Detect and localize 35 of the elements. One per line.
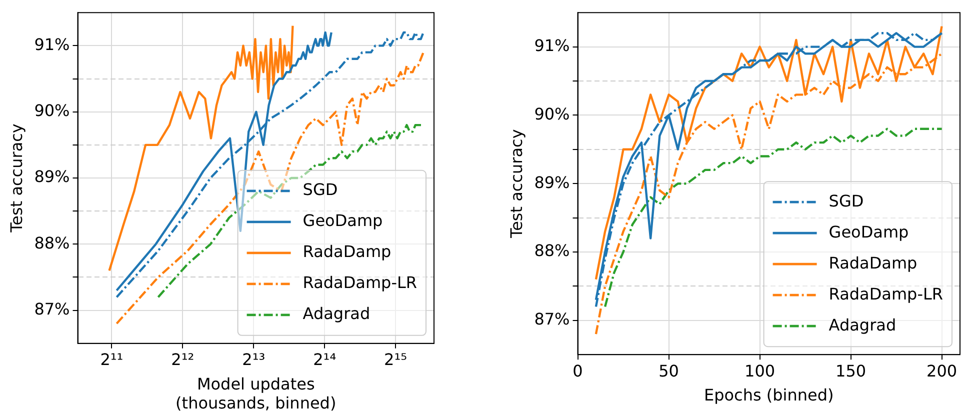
line-series (604, 128, 943, 308)
x-tick-label: 2¹⁴ (313, 350, 336, 370)
x-tick-label: 0 (572, 361, 583, 380)
y-tick-label: 90% (34, 100, 70, 120)
y-tick-label: 91% (534, 36, 570, 55)
x-axis-title: Epochs (binned) (704, 386, 834, 405)
x-tick-label: 2¹² (171, 350, 194, 370)
x-tick-label: 2¹³ (242, 350, 266, 370)
x-tick-label: 200 (926, 361, 958, 380)
legend-label: GeoDamp (828, 222, 909, 242)
y-axis-title: Test accuracy (6, 124, 26, 234)
x-tick-label: 2¹¹ (100, 350, 124, 370)
legend-label: RadaDamp (828, 253, 918, 272)
y-tick-label: 87% (534, 310, 570, 329)
legend-label: Adagrad (828, 315, 896, 334)
legend-label: GeoDamp (302, 211, 383, 230)
y-tick-label: 90% (534, 104, 570, 124)
y-tick-label: 87% (34, 299, 70, 318)
legend-label: RadaDamp-LR (302, 273, 417, 292)
y-axis-title: Test accuracy (506, 129, 526, 239)
y-tick-label: 88% (34, 233, 70, 252)
legend-label: SGD (302, 180, 338, 200)
x-tick-label: 50 (658, 361, 679, 380)
legend-label: Adagrad (302, 304, 370, 324)
x-tick-label: 2¹⁵ (384, 350, 408, 370)
y-tick-label: 89% (534, 172, 570, 192)
legend-label: RadaDamp-LR (828, 284, 943, 304)
x-tick-label: 150 (836, 361, 866, 380)
x-tick-label: 100 (744, 361, 776, 380)
x-axis-title: Model updates (thousands, binned) (176, 374, 336, 413)
y-tick-label: 91% (34, 34, 70, 54)
legend-label: RadaDamp (302, 242, 392, 262)
legend-label: SGD (828, 191, 864, 210)
y-tick-label: 88% (534, 241, 570, 260)
y-tick-label: 89% (34, 167, 70, 186)
